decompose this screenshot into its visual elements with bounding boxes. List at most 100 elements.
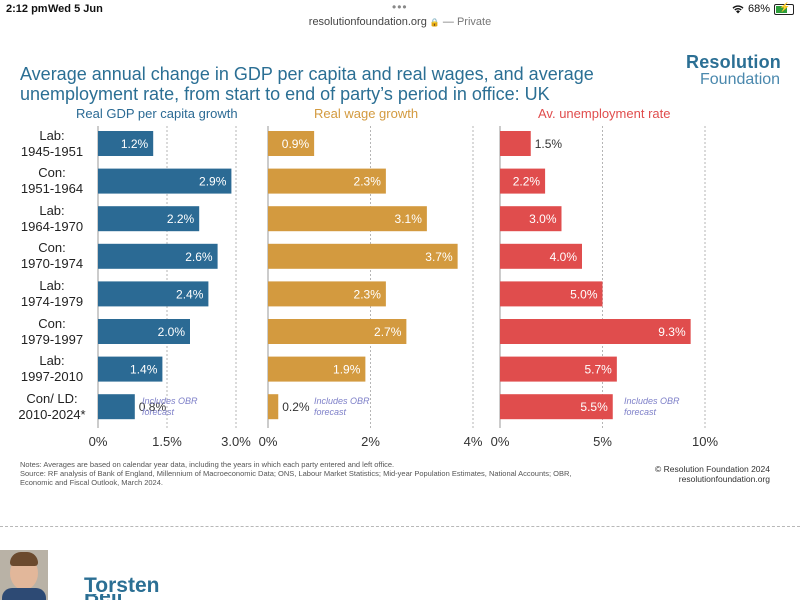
data-label: 0.2% [282, 400, 310, 414]
bar [268, 319, 407, 344]
category-label-line: 2010-2024* [18, 406, 86, 422]
forecast-note: Includes OBR forecast [142, 396, 198, 417]
data-label: 5.5% [580, 400, 608, 414]
battery-percent: 68% [747, 3, 770, 15]
category-label-line: Lab: [39, 127, 65, 143]
category-label: Lab: 1945-1951 [16, 128, 88, 160]
category-label-line: Lab: [39, 202, 65, 218]
bar [98, 281, 209, 307]
bar-chart: 0% 1.5% 3.0% 1.2% 2.9% 2.2% 2.6% 2.4% 2.0% 1.4% 0.… [89, 126, 718, 449]
address-bar[interactable]: resolutionfoundation.org 🔒 — Private [0, 16, 800, 28]
bar [98, 394, 135, 420]
x-tick-label: 0% [491, 434, 510, 449]
data-label: 1.4% [130, 363, 158, 377]
chart-notes: Notes: Averages are based on calendar ye… [20, 460, 640, 487]
category-label-line: 1945-1951 [20, 143, 84, 159]
bar [500, 131, 531, 156]
bar [98, 206, 200, 232]
x-tick-label: 5% [593, 434, 612, 449]
category-label-line: 1997-2010 [20, 369, 84, 385]
category-label-line: Con/ LD: [26, 390, 78, 406]
private-label: — Private [442, 16, 492, 28]
chart-title: Average annual change in GDP per capita … [20, 64, 594, 104]
category-label-line: 1951-1964 [20, 181, 84, 197]
x-tick-label: 2% [361, 434, 380, 449]
x-tick-label: 10% [692, 434, 718, 449]
bar [268, 394, 279, 420]
data-label: 0.8% [139, 400, 167, 414]
copyright-line-1: © Resolution Foundation 2024 [655, 464, 770, 474]
data-label: 2.2% [167, 212, 195, 226]
bar [98, 243, 218, 269]
category-label-line: 1979-1997 [20, 331, 84, 347]
wifi-icon [732, 4, 744, 13]
category-label: Con: 1951-1964 [16, 165, 88, 197]
bar [98, 356, 163, 382]
category-label-line: Con: [38, 240, 66, 256]
x-tick-label: 0% [259, 434, 278, 449]
copyright: © Resolution Foundation 2024 resolutionf… [655, 464, 770, 484]
bar [500, 356, 617, 382]
data-label: 2.2% [513, 175, 541, 189]
x-tick-label: 1.5% [152, 434, 182, 449]
category-label: Con: 1979-1997 [16, 316, 88, 348]
data-label: 2.0% [158, 325, 186, 339]
data-label: 1.2% [121, 137, 149, 151]
more-options-icon[interactable]: ••• [392, 0, 408, 14]
data-label: 3.0% [529, 212, 557, 226]
notes-line-1: Notes: Averages are based on calendar ye… [20, 460, 395, 469]
category-label: Lab: 1974-1979 [16, 278, 88, 310]
data-label: 2.6% [185, 250, 213, 264]
category-label-line: Lab: [39, 277, 65, 293]
x-tick-label: 4% [464, 434, 483, 449]
category-label-line: 1964-1970 [20, 218, 84, 234]
bar [98, 319, 190, 344]
lock-icon: 🔒 [429, 18, 440, 27]
author-avatar[interactable] [0, 550, 48, 600]
section-divider [0, 526, 800, 527]
status-date: Wed 5 Jun [48, 3, 103, 15]
data-label: 2.9% [199, 175, 227, 189]
address-url: resolutionfoundation.org [308, 16, 427, 28]
forecast-note: Includes OBR forecast [314, 396, 370, 417]
x-tick-label: 3.0% [221, 434, 251, 449]
bar [500, 394, 613, 420]
author-surname[interactable]: Bell [84, 594, 123, 600]
bar [98, 131, 154, 156]
category-label-line: 1974-1979 [20, 293, 84, 309]
logo-line-1: Resolution [686, 52, 781, 72]
status-right: 68% ⚡ [732, 2, 794, 15]
bar [268, 206, 427, 232]
data-label: 2.4% [176, 287, 204, 301]
bar [268, 168, 386, 194]
bar [500, 206, 562, 232]
bar [500, 168, 546, 194]
browser-status-bar: 2:12 pm Wed 5 Jun ••• resolutionfoundati… [0, 0, 800, 34]
status-time: 2:12 pm [6, 3, 48, 15]
resolution-foundation-logo[interactable]: Resolution Foundation [686, 52, 781, 88]
category-label-line: Lab: [39, 353, 65, 369]
bar [268, 281, 386, 307]
data-label: 1.9% [333, 363, 361, 377]
bar [268, 131, 315, 156]
copyright-line-2: resolutionfoundation.org [678, 474, 770, 484]
panel-title-unemployment: Av. unemployment rate [538, 106, 671, 121]
bar [98, 168, 232, 194]
data-label: 3.7% [425, 250, 453, 264]
bar [500, 319, 691, 344]
bar [500, 281, 603, 307]
data-label: 3.1% [395, 212, 423, 226]
x-tick-label: 0% [89, 434, 108, 449]
category-label-line: 1970-1974 [20, 256, 84, 272]
author-name[interactable]: Torsten [84, 574, 160, 597]
forecast-note: Includes OBR forecast [624, 396, 680, 417]
bar [268, 243, 458, 269]
category-label-line: Con: [38, 315, 66, 331]
category-label: Lab: 1997-2010 [16, 353, 88, 385]
notes-line-2: Source: RF analysis of Bank of England, … [20, 469, 572, 478]
panel-title-gdp: Real GDP per capita growth [76, 106, 238, 121]
category-label: Lab: 1964-1970 [16, 203, 88, 235]
data-label: 0.9% [282, 137, 310, 151]
logo-line-2: Foundation [700, 71, 781, 88]
battery-icon: ⚡ [774, 2, 794, 15]
